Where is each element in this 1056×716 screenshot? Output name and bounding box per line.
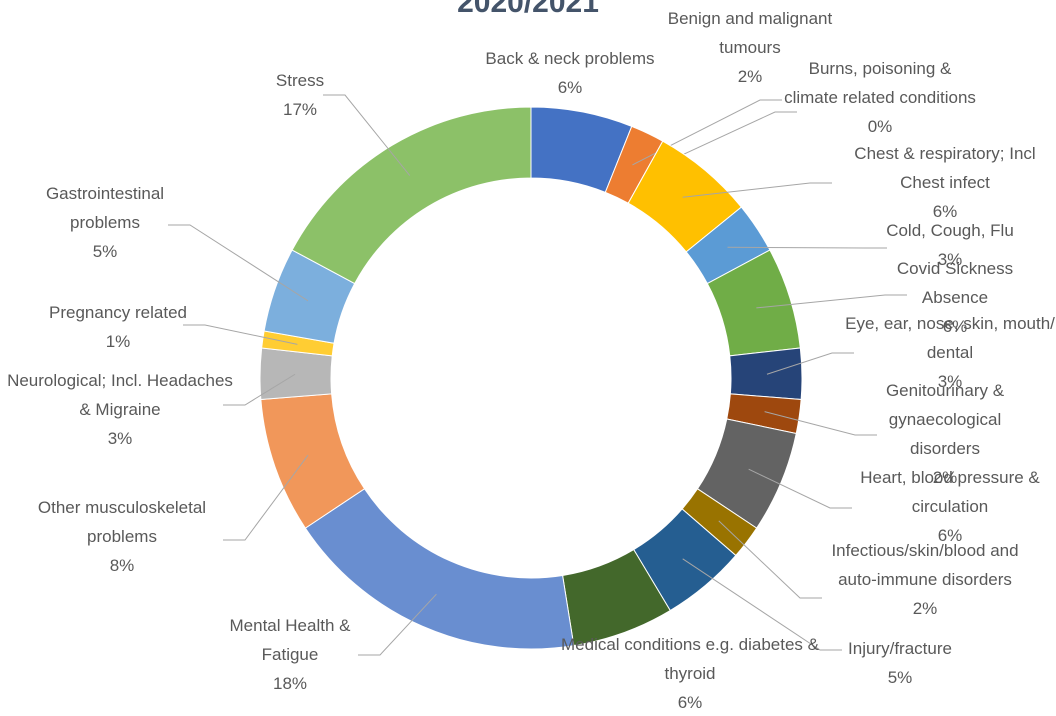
- category-label: Neurological; Incl. Headaches & Migraine: [7, 371, 233, 419]
- donut-slice: [291, 106, 532, 285]
- category-label: Chest & respiratory; Incl Chest infect: [854, 144, 1036, 192]
- leader-line: [632, 99, 782, 166]
- data-label: Other musculoskeletal problems 8%: [2, 493, 242, 580]
- chart-title: 2020/2021: [457, 0, 599, 19]
- value-label: 6%: [557, 78, 583, 97]
- category-label: Back & neck problems: [485, 49, 655, 68]
- value-label: 3%: [937, 372, 963, 391]
- value-label: 17%: [282, 100, 318, 119]
- value-label: 8%: [109, 556, 135, 575]
- data-label: Injury/fracture 5%: [825, 634, 975, 692]
- category-label: Injury/fracture: [848, 639, 952, 658]
- data-label: Burns, poisoning & climate related condi…: [780, 54, 980, 141]
- category-label: Gastrointestinal problems: [45, 184, 165, 232]
- category-label: Mental Health & Fatigue: [229, 616, 351, 664]
- data-label: Heart, blood pressure & circulation 6%: [833, 463, 1056, 550]
- value-label: 1%: [105, 332, 131, 351]
- leader-line: [764, 411, 877, 436]
- value-label: 18%: [272, 674, 308, 693]
- data-label: Medical conditions e.g. diabetes & thyro…: [560, 630, 820, 716]
- leader-line: [748, 468, 852, 509]
- leader-line: [766, 352, 854, 375]
- leader-line: [223, 454, 309, 541]
- value-label: 6%: [942, 317, 968, 336]
- category-label: Medical conditions e.g. diabetes & thyro…: [561, 635, 819, 683]
- category-label: Infectious/skin/blood and auto-immune di…: [831, 541, 1019, 589]
- data-label: Mental Health & Fatigue 18%: [200, 611, 380, 698]
- category-label: Genitourinary & gynaecological disorders: [885, 381, 1005, 458]
- leader-line: [358, 593, 437, 656]
- data-label: Gastrointestinal problems 5%: [15, 179, 195, 266]
- data-label: Neurological; Incl. Headaches & Migraine…: [0, 366, 240, 453]
- value-label: 3%: [107, 429, 133, 448]
- value-label: 0%: [867, 117, 893, 136]
- leader-line: [756, 294, 907, 309]
- data-label: Benign and malignant tumours 2%: [650, 4, 850, 91]
- leader-line: [645, 111, 797, 173]
- category-label: Benign and malignant tumours: [667, 9, 833, 57]
- donut-slice: [259, 347, 333, 401]
- leader-line: [223, 373, 296, 406]
- value-label: 6%: [677, 693, 703, 712]
- value-label: 3%: [937, 250, 963, 269]
- data-label: Cold, Cough, Flu 3%: [850, 216, 1050, 274]
- category-label: Pregnancy related: [49, 303, 187, 322]
- value-label: 2%: [932, 468, 958, 487]
- data-label: Eye, ear, nose, skin, mouth/ dental 3%: [843, 309, 1056, 396]
- data-label: Covid Sickness Absence 6%: [880, 254, 1030, 341]
- leader-line: [323, 94, 411, 176]
- category-label: Covid Sickness Absence: [896, 259, 1014, 307]
- category-label: Cold, Cough, Flu: [886, 221, 1014, 240]
- value-label: 5%: [92, 242, 118, 261]
- data-label: Pregnancy related 1%: [0, 298, 238, 356]
- value-label: 5%: [887, 668, 913, 687]
- value-label: 6%: [937, 526, 963, 545]
- leader-line: [682, 558, 842, 651]
- leader-line: [682, 182, 832, 198]
- data-label: Back & neck problems 6%: [450, 44, 690, 102]
- data-label: Chest & respiratory; Incl Chest infect 6%: [840, 139, 1050, 226]
- category-label: Burns, poisoning & climate related condi…: [784, 59, 976, 107]
- data-label: Genitourinary & gynaecological disorders…: [860, 376, 1030, 492]
- leader-line: [727, 246, 887, 249]
- leader-line: [168, 224, 309, 302]
- value-label: 2%: [912, 599, 938, 618]
- value-label: 6%: [932, 202, 958, 221]
- data-label: Infectious/skin/blood and auto-immune di…: [810, 536, 1040, 623]
- donut-slice: [729, 347, 803, 401]
- leader-line: [718, 520, 822, 599]
- value-label: 2%: [737, 67, 763, 86]
- data-label: Stress 17%: [250, 66, 350, 124]
- category-label: Stress: [275, 71, 325, 90]
- category-label: Eye, ear, nose, skin, mouth/ dental: [845, 314, 1055, 362]
- category-label: Heart, blood pressure & circulation: [860, 468, 1040, 516]
- leader-line: [183, 324, 298, 345]
- category-label: Other musculoskeletal problems: [37, 498, 207, 546]
